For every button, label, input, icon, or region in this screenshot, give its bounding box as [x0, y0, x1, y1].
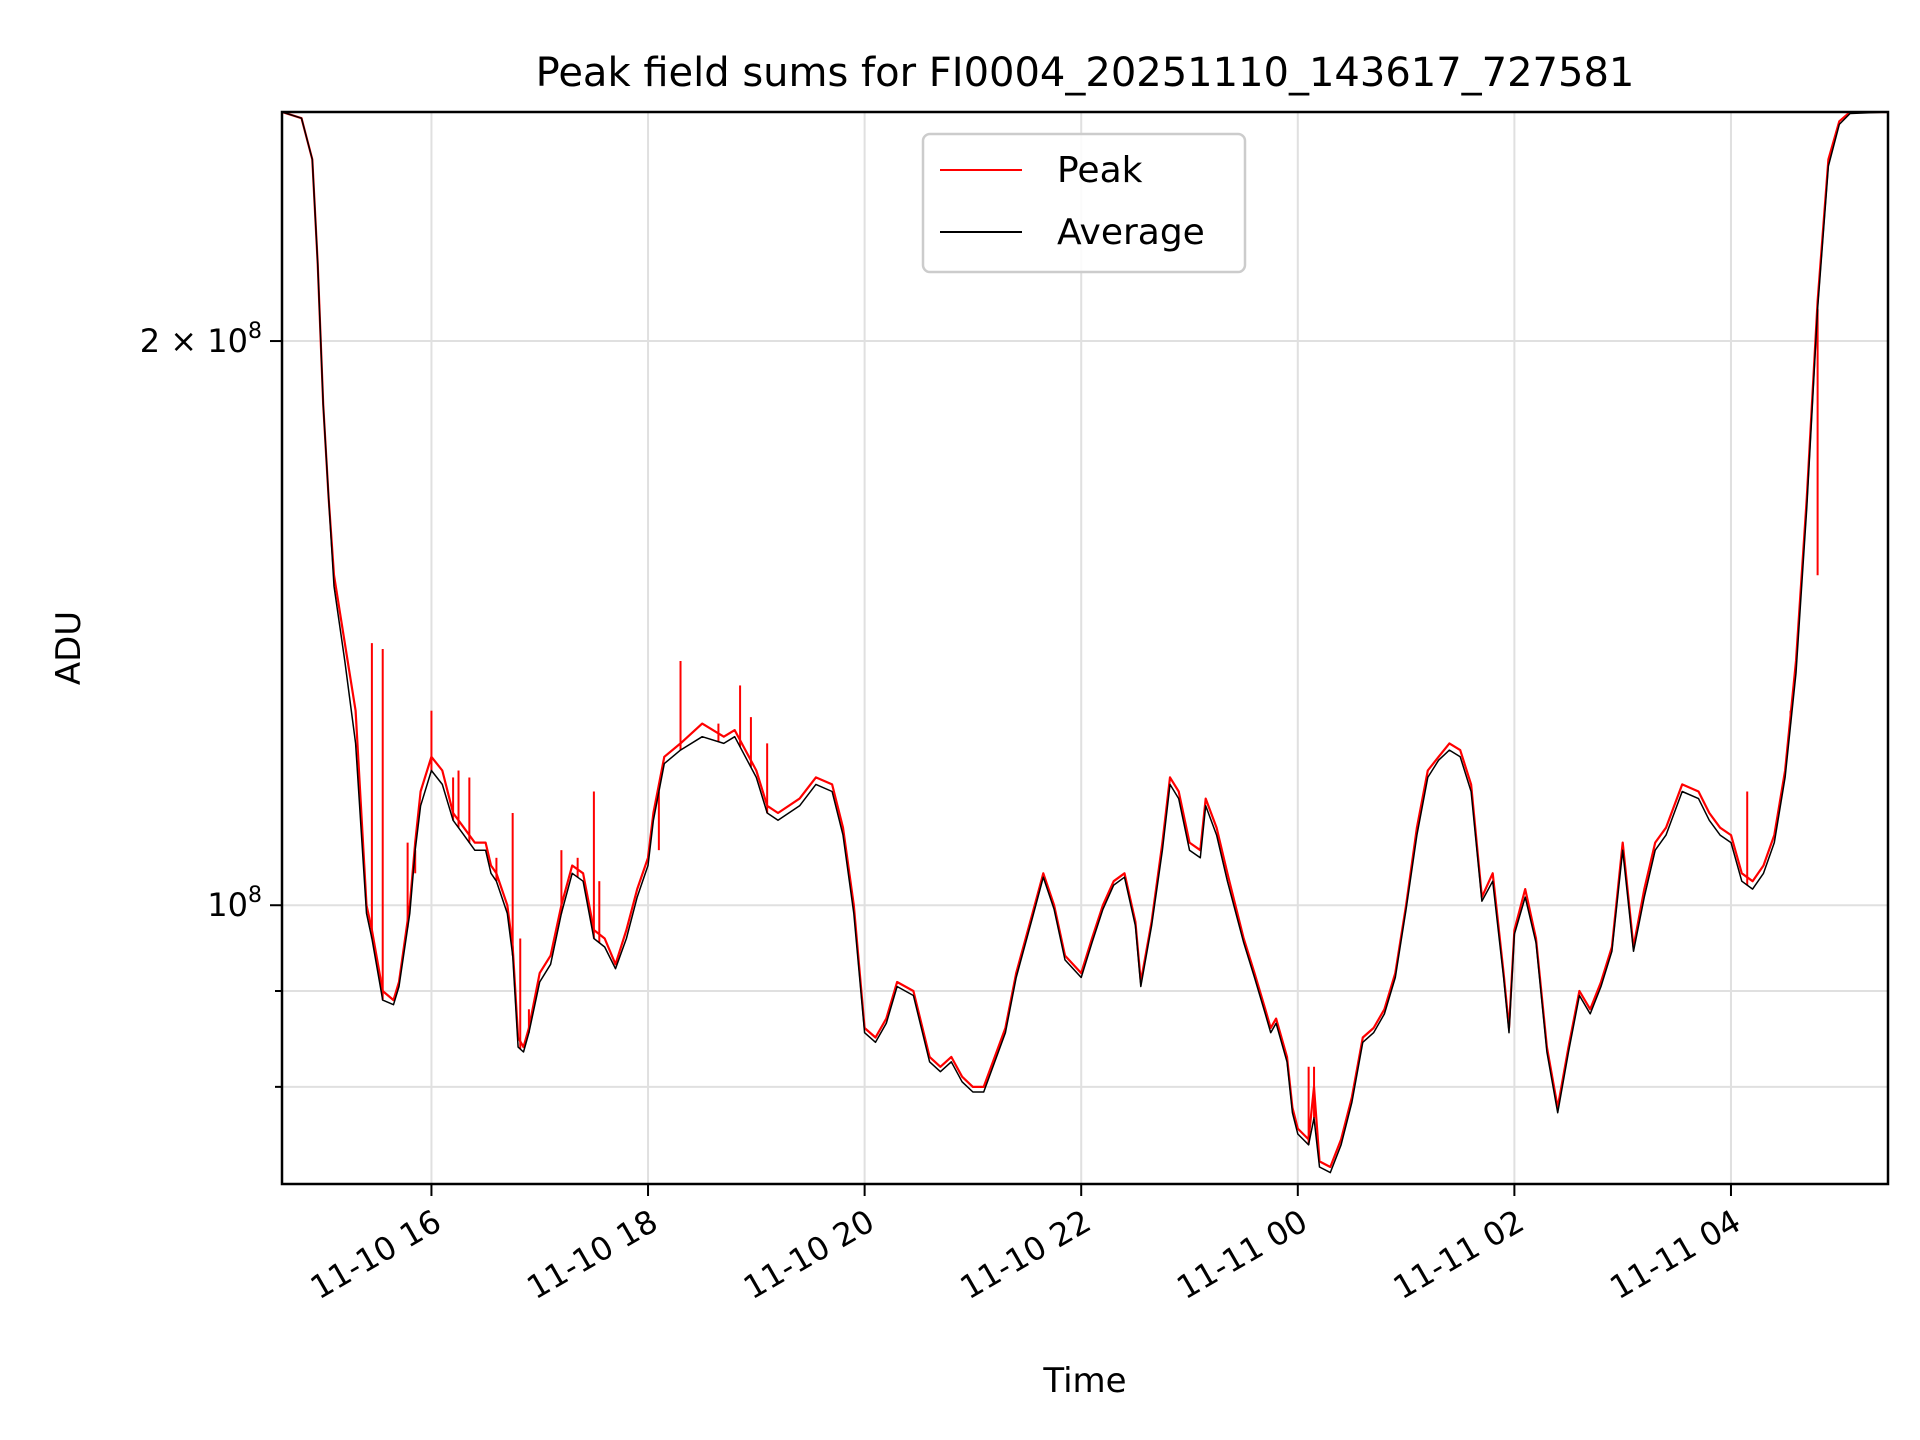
- series-line-average: [282, 112, 1888, 1174]
- legend-box: [921, 132, 1247, 274]
- y-axis-label: ADU: [49, 611, 89, 685]
- x-axis-label: Time: [1042, 1361, 1126, 1401]
- y-axis-ticks: 2 × 108 108: [140, 319, 282, 1088]
- series-line-peak: [282, 112, 1888, 1169]
- grid-layer: [282, 112, 1888, 1184]
- x-tick-label: 11-11 02: [1387, 1202, 1531, 1307]
- x-tick-label: 11-10 18: [520, 1202, 664, 1307]
- series-layer: [282, 112, 1888, 1174]
- x-axis-ticks: 11-10 16 11-10 18 11-10 20 11-10 22 11-11 00…: [304, 1184, 1747, 1307]
- x-tick-label: 11-10 16: [304, 1202, 448, 1307]
- y-tick-label: 108: [207, 883, 262, 924]
- x-tick-label: 11-11 04: [1603, 1202, 1747, 1307]
- legend: Peak Average: [921, 132, 1247, 274]
- plot-frame: [280, 110, 1890, 1186]
- y-tick-label: 2 × 108: [140, 319, 262, 360]
- x-tick-label: 11-10 22: [954, 1202, 1098, 1307]
- legend-label-average: Average: [1057, 212, 1205, 253]
- x-tick-label: 11-10 20: [737, 1202, 881, 1307]
- x-tick-label: 11-11 00: [1170, 1202, 1314, 1307]
- chart-title: Peak field sums for FI0004_20251110_1436…: [536, 50, 1635, 96]
- legend-label-peak: Peak: [1057, 150, 1143, 191]
